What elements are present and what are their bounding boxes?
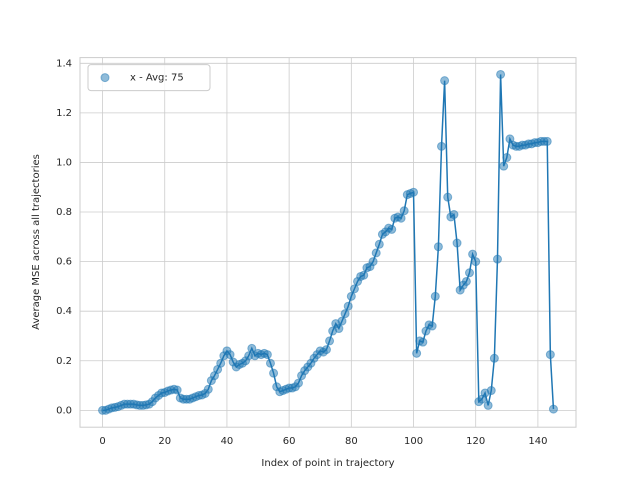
point (440, 76, 450, 86)
point (359, 270, 369, 280)
y-tick-label: 0.8 (56, 207, 72, 218)
point (430, 291, 440, 301)
point (340, 309, 350, 319)
point (486, 386, 496, 396)
point (172, 385, 182, 395)
y-tick-label: 0.2 (56, 356, 72, 367)
y-tick-label: 0.4 (56, 306, 72, 317)
legend: x - Avg: 75 (87, 64, 211, 92)
x-tick-label: 100 (404, 436, 423, 447)
point (499, 161, 509, 171)
point (325, 336, 335, 346)
legend-box (87, 64, 211, 92)
x-tick-label: 140 (528, 436, 547, 447)
point (368, 257, 378, 267)
point (468, 249, 478, 259)
point (492, 254, 502, 264)
point (437, 141, 447, 151)
point (427, 321, 437, 331)
point (399, 206, 409, 216)
point (203, 384, 213, 394)
x-tick-label: 40 (221, 436, 234, 447)
point (496, 69, 506, 79)
y-tick-label: 0.6 (56, 257, 72, 268)
point (409, 187, 419, 197)
y-tick-label: 1.2 (56, 108, 72, 119)
x-tick-label: 80 (345, 436, 358, 447)
y-axis-label: Average MSE across all trajectories (31, 154, 42, 330)
y-tick-label: 0.0 (56, 405, 72, 416)
point (262, 350, 272, 360)
legend-marker (100, 73, 110, 83)
point (346, 291, 356, 301)
point (443, 192, 453, 202)
x-axis-label: Index of point in trajectory (261, 458, 394, 469)
point (502, 152, 512, 162)
point (216, 358, 226, 368)
point (412, 348, 422, 358)
point (464, 268, 474, 278)
point (471, 257, 481, 267)
point (349, 284, 359, 294)
plot-frame (79, 57, 577, 428)
point (225, 350, 235, 360)
y-tick-label: 1.4 (56, 58, 72, 69)
point (489, 353, 499, 363)
point (461, 276, 471, 286)
x-tick-label: 60 (283, 436, 296, 447)
point (449, 210, 459, 220)
point (452, 238, 462, 248)
point (418, 337, 428, 347)
point (334, 324, 344, 334)
point (548, 404, 558, 414)
y-tick-label: 1.0 (56, 157, 72, 168)
point (321, 345, 331, 355)
x-tick-label: 20 (158, 436, 171, 447)
legend-label: x - Avg: 75 (130, 73, 184, 84)
point (371, 248, 381, 258)
point (269, 368, 279, 378)
point (483, 400, 493, 410)
x-tick-label: 120 (466, 436, 485, 447)
point (433, 242, 443, 252)
point (545, 350, 555, 360)
point (542, 136, 552, 146)
point (247, 343, 257, 353)
point (293, 378, 303, 388)
point (343, 301, 353, 311)
x-tick-label: 0 (99, 436, 105, 447)
point (387, 224, 397, 234)
point (396, 213, 406, 223)
point (374, 239, 384, 249)
point (337, 316, 347, 326)
point (265, 358, 275, 368)
